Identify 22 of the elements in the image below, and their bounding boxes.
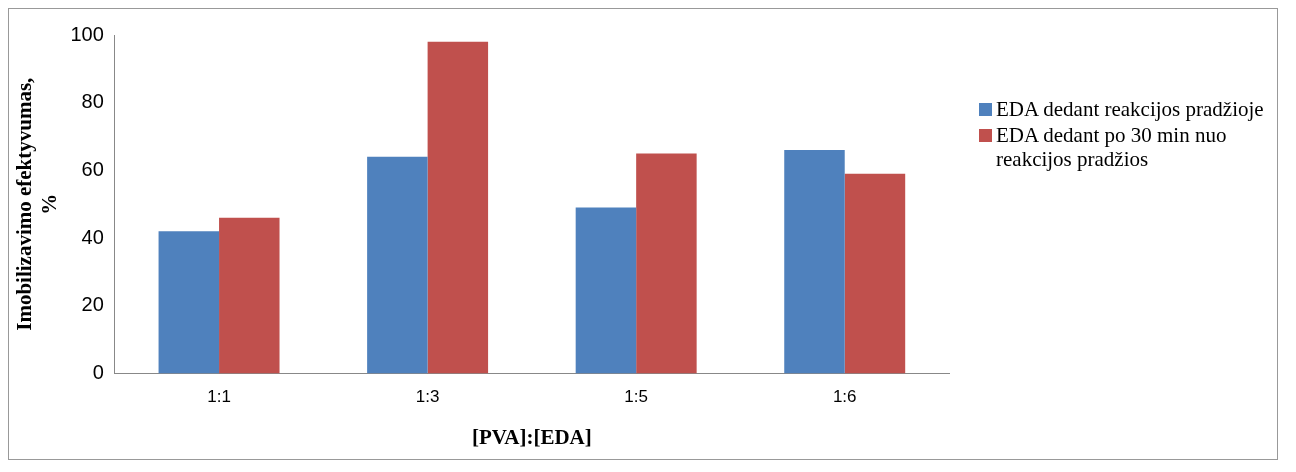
x-axis-title: [PVA]:[EDA] (472, 424, 592, 449)
legend-label: EDA dedant po 30 min nuo reakcijos pradžios (996, 123, 1228, 171)
x-tick-label: 1:5 (624, 387, 648, 407)
x-tick-label: 1:3 (415, 387, 440, 407)
bar (427, 41, 489, 374)
bar (219, 217, 280, 374)
bar (784, 150, 845, 374)
y-tick-label: 20 (81, 293, 104, 316)
legend-label: EDA dedant reakcijos pradžioje (996, 97, 1264, 121)
y-tick-label: 80 (81, 90, 104, 113)
y-tick-label: 100 (70, 22, 104, 45)
y-tick-label: 60 (81, 157, 104, 180)
bar (575, 207, 637, 374)
bar (636, 153, 697, 374)
x-tick-label: 1:1 (207, 387, 231, 407)
bar (158, 231, 220, 374)
y-tick-label: 0 (92, 360, 104, 383)
y-tick-label: 40 (81, 225, 104, 248)
y-axis-title: Imobilizavimo efektyvumas, % (12, 77, 62, 331)
x-tick-label: 1:6 (832, 387, 857, 407)
bar (844, 173, 906, 374)
bar (367, 156, 428, 374)
